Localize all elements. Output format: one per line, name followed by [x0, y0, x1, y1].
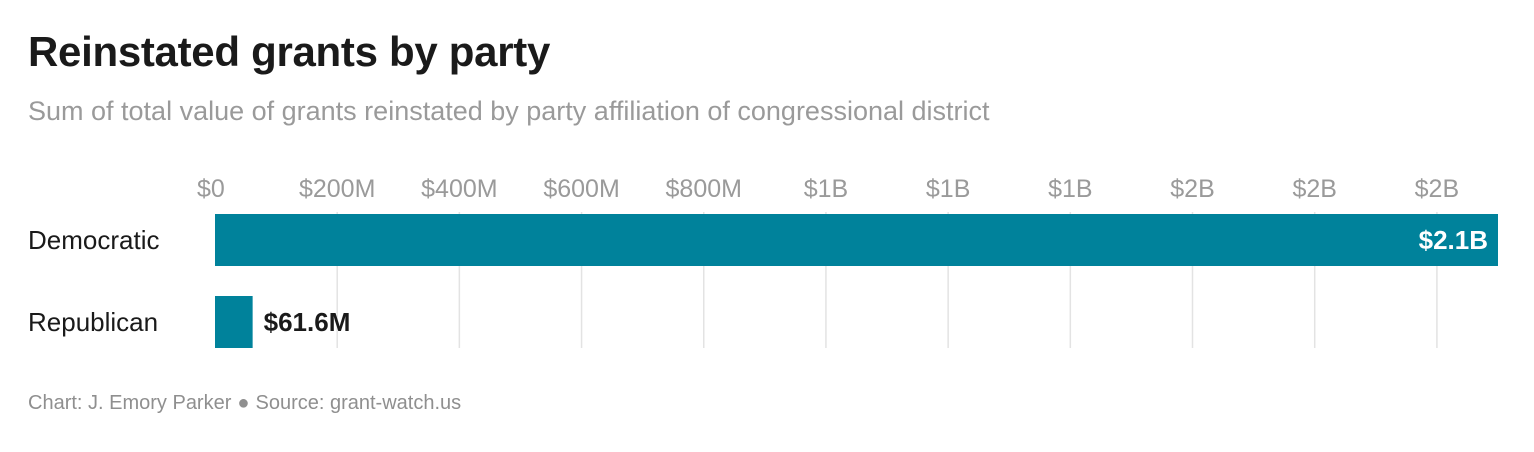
category-label: Democratic: [28, 225, 159, 255]
value-label: $61.6M: [264, 307, 351, 337]
bar-democratic: [215, 214, 1498, 266]
x-tick-label: $400M: [421, 175, 497, 203]
chart-subtitle: Sum of total value of grants reinstated …: [28, 96, 990, 126]
chart-footer: Chart: J. Emory Parker ● Source: grant-wat…: [28, 392, 461, 415]
bars: [215, 214, 1498, 348]
chart-source: Source: grant-watch.us: [255, 392, 462, 414]
x-axis-ticks: $0 $200M $400M $600M $800M $1B $1B $1B $2B $2B $2B: [197, 175, 1459, 203]
x-tick-label: $1B: [1048, 175, 1092, 203]
category-label: Republican: [28, 307, 158, 337]
x-tick-label: $800M: [666, 175, 742, 203]
x-tick-label: $1B: [926, 175, 970, 203]
value-labels: $2.1B $61.6M: [264, 225, 1488, 337]
x-tick-label: $2B: [1170, 175, 1214, 203]
value-label: $2.1B: [1419, 225, 1488, 255]
bar-republican: [215, 296, 253, 348]
x-tick-label: $600M: [543, 175, 619, 203]
chart-credit: Chart: J. Emory Parker: [28, 392, 232, 414]
x-tick-label: $200M: [299, 175, 375, 203]
x-tick-label: $0: [197, 175, 225, 203]
x-tick-label: $2B: [1415, 175, 1459, 203]
bar-chart: $0 $200M $400M $600M $800M $1B $1B $1B $2B $2B $2B…: [28, 175, 1498, 348]
category-labels: Democratic Republican: [28, 225, 159, 337]
x-tick-label: $2B: [1292, 175, 1336, 203]
chart-title: Reinstated grants by party: [28, 28, 550, 75]
x-tick-label: $1B: [804, 175, 848, 203]
separator-dot: ●: [237, 392, 250, 414]
